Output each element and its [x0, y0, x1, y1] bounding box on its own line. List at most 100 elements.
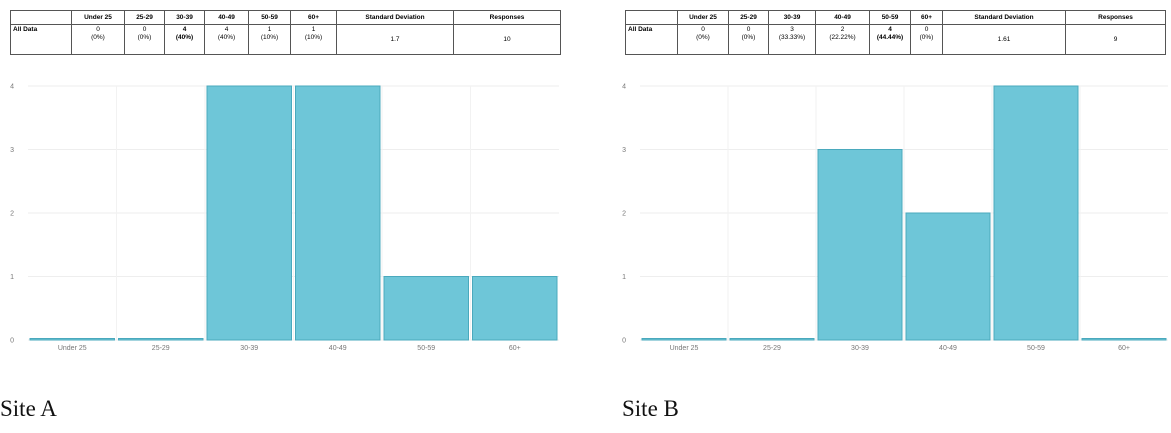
header-cell: 30-39: [164, 10, 205, 25]
x-tick-label: 50-59: [1027, 345, 1045, 352]
count-cell: 0 (0%): [71, 24, 125, 55]
count-value: 2: [840, 26, 845, 33]
percent-value: (0%): [696, 34, 710, 41]
percent-value: (10%): [304, 34, 323, 41]
count-cell: 4 (44.44%): [869, 24, 911, 55]
y-tick-label: 2: [622, 211, 626, 218]
bar: [472, 276, 558, 341]
percent-value: (40%): [217, 34, 236, 41]
header-cell: Standard Deviation: [942, 10, 1066, 25]
site-b-stats-table: Under 25 25-29 30-39 40-49 50-59 60+ Sta…: [625, 10, 1166, 55]
x-tick-label: 25-29: [152, 345, 170, 352]
x-tick-label: 40-49: [329, 345, 347, 352]
percent-value: (33.33%): [778, 34, 806, 41]
bar: [641, 338, 727, 341]
x-tick-label: 60+: [509, 345, 521, 352]
header-cell: 30-39: [768, 10, 816, 25]
header-cell: Under 25: [677, 10, 729, 25]
header-cell: 25-29: [124, 10, 165, 25]
percent-value: (44.44%): [876, 34, 904, 41]
x-tick-label: 30-39: [240, 345, 258, 352]
x-tick-label: 40-49: [939, 345, 957, 352]
header-cell: Responses: [1065, 10, 1166, 25]
bar: [817, 149, 903, 341]
count-cell: 0 (0%): [910, 24, 943, 55]
bar: [729, 338, 815, 341]
count-cell: 4 (40%): [204, 24, 249, 55]
count-value: 4: [888, 26, 892, 33]
count-value: 3: [790, 26, 794, 33]
x-tick-label: 25-29: [763, 345, 781, 352]
std-dev-cell: 1.61: [942, 24, 1066, 55]
header-cell: 40-49: [815, 10, 870, 25]
percent-value: (0%): [91, 34, 105, 41]
count-value: 0: [924, 26, 929, 33]
site-a-stats-table: Under 25 25-29 30-39 40-49 50-59 60+ Sta…: [10, 10, 561, 55]
y-tick-label: 4: [622, 84, 626, 91]
site-a-bar-chart: 0 1 2 3 4 Under 25 25-29 30-39 40-49 50-59 60+: [10, 84, 559, 352]
site-b-label: Site B: [622, 396, 679, 421]
header-cell: Responses: [453, 10, 561, 25]
row-label: All Data: [10, 24, 72, 55]
count-cell: 0 (0%): [124, 24, 165, 55]
y-tick-label: 1: [622, 274, 626, 281]
table-header-row: Under 25 25-29 30-39 40-49 50-59 60+ Sta…: [625, 10, 1166, 25]
bar: [29, 338, 115, 341]
responses-cell: 9: [1065, 24, 1166, 55]
table-header-row: Under 25 25-29 30-39 40-49 50-59 60+ Sta…: [10, 10, 561, 25]
y-tick-label: 3: [622, 147, 626, 154]
y-tick-label: 2: [10, 211, 14, 218]
header-cell: 25-29: [728, 10, 769, 25]
count-value: 0: [142, 26, 147, 33]
percent-value: (40%): [175, 34, 194, 41]
bar: [905, 212, 991, 341]
bar: [383, 276, 469, 341]
x-tick-label: 60+: [1118, 345, 1130, 352]
count-value: 1: [267, 26, 272, 33]
count-value: 0: [746, 26, 751, 33]
header-cell: Standard Deviation: [336, 10, 454, 25]
header-cell: 40-49: [204, 10, 249, 25]
bar: [295, 85, 381, 341]
y-tick-label: 0: [622, 338, 626, 345]
y-tick-label: 4: [10, 84, 14, 91]
count-value: 1: [311, 26, 316, 33]
bar: [993, 85, 1079, 341]
percent-value: (10%): [260, 34, 279, 41]
table-row: All Data 0 (0%) 0 (0%) 4 (40%) 4 (40%) 1 (10%…: [10, 24, 561, 55]
header-cell: 60+: [290, 10, 337, 25]
std-dev-cell: 1.7: [336, 24, 454, 55]
header-cell: 50-59: [248, 10, 291, 25]
count-cell: 1 (10%): [290, 24, 337, 55]
row-label: All Data: [625, 24, 678, 55]
count-cell: 0 (0%): [728, 24, 769, 55]
count-value: 4: [224, 26, 229, 33]
header-cell: [10, 10, 72, 25]
count-value: 0: [701, 26, 705, 33]
header-cell: [625, 10, 678, 25]
count-value: 0: [96, 26, 100, 33]
count-cell: 1 (10%): [248, 24, 291, 55]
percent-value: (0%): [919, 34, 934, 41]
y-tick-label: 3: [10, 147, 14, 154]
bar: [206, 85, 292, 341]
count-cell: 0 (0%): [677, 24, 729, 55]
responses-cell: 10: [453, 24, 561, 55]
site-b-bar-chart: 0 1 2 3 4 Under 25 25-29 30-39 40-49 50-59 60+: [622, 84, 1168, 352]
x-tick-label: Under 25: [670, 345, 699, 352]
count-cell: 4 (40%): [164, 24, 205, 55]
bar: [1081, 338, 1167, 341]
percent-value: (0%): [741, 34, 756, 41]
header-cell: Under 25: [71, 10, 125, 25]
count-cell: 2 (22.22%): [815, 24, 870, 55]
site-a-label: Site A: [0, 396, 57, 421]
count-cell: 3 (33.33%): [768, 24, 816, 55]
y-tick-label: 1: [10, 274, 14, 281]
header-cell: 50-59: [869, 10, 911, 25]
x-tick-label: 30-39: [851, 345, 869, 352]
percent-value: (0%): [137, 34, 152, 41]
table-row: All Data 0 (0%) 0 (0%) 3 (33.33%) 2 (22.22%)…: [625, 24, 1166, 55]
header-cell: 60+: [910, 10, 943, 25]
percent-value: (22.22%): [829, 34, 856, 41]
y-tick-label: 0: [10, 338, 14, 345]
